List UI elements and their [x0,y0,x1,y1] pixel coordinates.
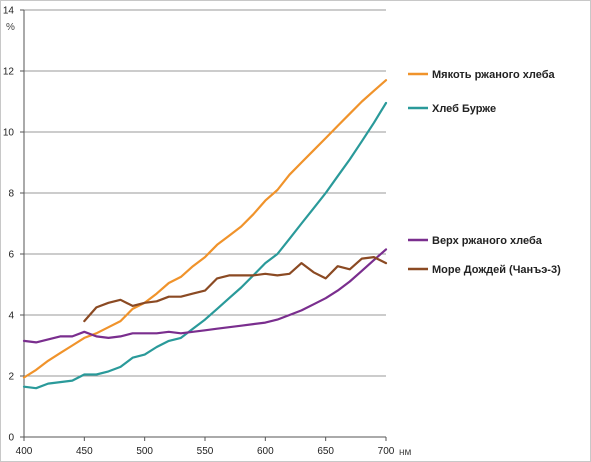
y-tick-labels: 0 2 4 6 8 10 12 14 [3,6,15,444]
x-tick-label: 600 [257,446,274,457]
gridlines [24,9,386,377]
y-tick-label: 0 [8,433,14,444]
axes [20,9,387,441]
series-line-2 [22,101,388,390]
legend-item-1: Мякоть ржаного хлеба [408,69,556,81]
x-tick-label: 500 [136,446,153,457]
y-tick-label: 10 [3,128,15,139]
series-lines [22,79,388,390]
y-tick-label: 8 [8,189,14,200]
y-tick-label: 6 [8,250,14,261]
legend: Мякоть ржаного хлеба Хлеб Бурже Верх ржано… [408,69,561,276]
legend-label: Хлеб Бурже [432,103,496,115]
legend-item-3: Верх ржаного хлеба [408,235,543,247]
y-tick-label: 12 [3,67,15,78]
y-tick-label: 2 [8,372,14,383]
series-line-3 [22,248,388,344]
x-tick-label: 700 [378,446,395,457]
y-tick-label: 4 [8,311,14,322]
legend-label: Море Дождей (Чанъэ-3) [432,264,561,276]
x-tick-label: 450 [76,446,93,457]
series-line-4 [83,256,388,323]
legend-label: Верх ржаного хлеба [432,235,543,247]
x-tick-label: 550 [197,446,214,457]
legend-item-2: Хлеб Бурже [408,103,496,115]
legend-label: Мякоть ржаного хлеба [432,69,556,81]
legend-item-4: Море Дождей (Чанъэ-3) [408,264,561,276]
x-tick-labels: 400 450 500 550 600 650 700 [16,446,395,457]
x-axis-label: нм [399,447,412,458]
series-line-1 [22,79,388,379]
y-axis-label: % [6,22,15,33]
y-tick-label: 14 [3,6,15,17]
x-tick-label: 650 [317,446,334,457]
x-tick-label: 400 [16,446,33,457]
